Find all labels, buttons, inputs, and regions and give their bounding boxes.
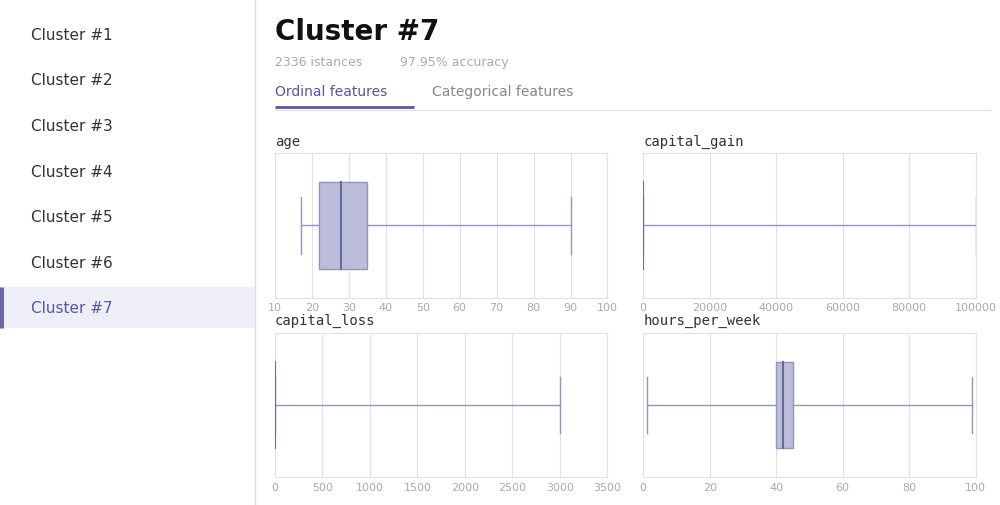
Text: Categorical features: Categorical features <box>432 85 574 99</box>
Text: 2336 istances: 2336 istances <box>275 56 362 69</box>
Text: hours_per_week: hours_per_week <box>643 314 760 328</box>
Bar <box>0 287 255 328</box>
Bar <box>776 362 793 448</box>
Text: Cluster #6: Cluster #6 <box>31 255 112 270</box>
Bar <box>319 183 367 269</box>
Text: capital_loss: capital_loss <box>275 314 376 328</box>
Text: Cluster #7: Cluster #7 <box>31 300 112 316</box>
Text: Cluster #1: Cluster #1 <box>31 28 112 43</box>
Text: Ordinal features: Ordinal features <box>275 85 387 99</box>
Text: Cluster #3: Cluster #3 <box>31 119 112 134</box>
Text: 97.95% accuracy: 97.95% accuracy <box>400 56 509 69</box>
Text: Cluster #4: Cluster #4 <box>31 164 112 179</box>
Text: capital_gain: capital_gain <box>643 134 744 148</box>
Text: Cluster #7: Cluster #7 <box>275 18 439 46</box>
Text: Cluster #5: Cluster #5 <box>31 210 112 225</box>
Text: Cluster #2: Cluster #2 <box>31 73 112 88</box>
Text: age: age <box>275 134 300 148</box>
